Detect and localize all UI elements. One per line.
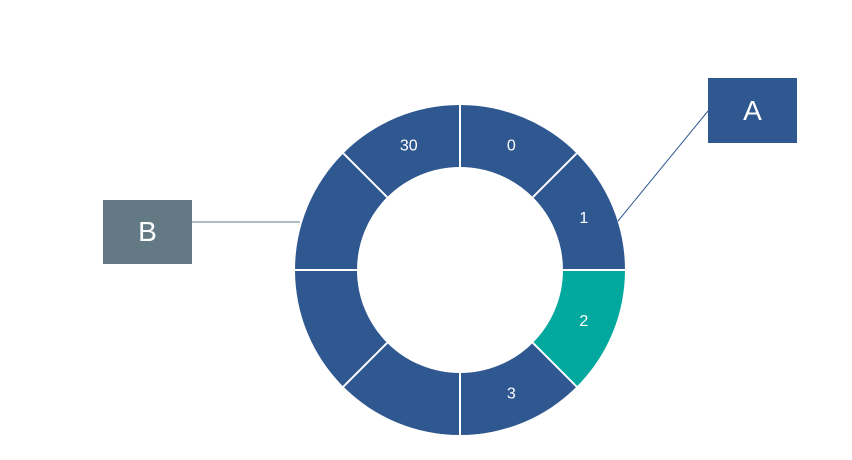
ring-divider (532, 342, 578, 388)
ring-segment (460, 342, 577, 435)
callout-a-connector (617, 110, 709, 222)
ring-segment (460, 105, 577, 198)
ring-dividers (295, 105, 625, 435)
ring-segment-label: 1 (579, 210, 588, 227)
ring-divider (532, 152, 578, 198)
ring-segment (532, 153, 625, 270)
callout-b-label: B (138, 216, 157, 247)
ring-segment-label: 30 (400, 138, 418, 155)
callout-box-a: A (708, 78, 797, 143)
ring-segment-label: 2 (579, 313, 588, 330)
ring-segment (532, 270, 625, 387)
ring-segment (343, 342, 460, 435)
ring-divider (342, 152, 388, 198)
callout-a-label: A (743, 94, 762, 126)
callout-box-b: B (103, 200, 192, 264)
ring-divider (342, 342, 388, 388)
ring-segment (343, 105, 460, 198)
ring-segment-label: 0 (507, 138, 516, 155)
ring-segments (295, 105, 625, 435)
ring-segment (295, 153, 388, 270)
ring-segment (295, 270, 388, 387)
ring-labels: 0 1 2 3 30 (400, 138, 589, 403)
ring-segment-label: 3 (507, 385, 516, 402)
